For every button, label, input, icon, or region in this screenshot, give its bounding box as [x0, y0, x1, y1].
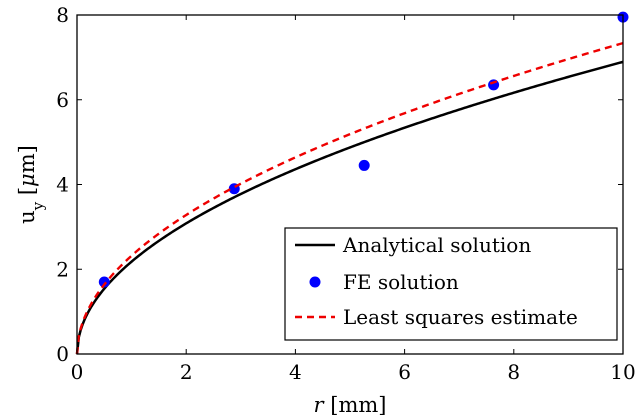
y-tick-label: 8 [56, 3, 69, 27]
x-axis-label-unit: [mm] [324, 393, 387, 417]
y-axis-label-open: [ [15, 187, 39, 202]
y-tick-label: 6 [56, 88, 69, 112]
y-axis-label-mu: μ [15, 173, 39, 187]
x-axis-label: r [mm] [314, 393, 387, 417]
legend-marker-fe [309, 276, 321, 288]
fe-point [358, 159, 370, 171]
y-axis-label-unit: m] [15, 145, 39, 173]
y-tick-label: 0 [56, 342, 69, 366]
x-tick-label: 2 [180, 360, 193, 384]
fe-point [98, 276, 110, 288]
axes-frame [76, 14, 624, 355]
x-tick-label: 6 [398, 360, 411, 384]
y-axis-label: uy [μm] [15, 145, 47, 224]
y-axis-label-symbol: u [15, 210, 39, 224]
legend: Analytical solution FE solution Least squa… [284, 227, 618, 341]
analytical-line [75, 60, 624, 355]
y-axis-label-subscript: y [29, 201, 47, 211]
legend-box [284, 227, 618, 341]
legend-label: FE solution [343, 270, 459, 294]
fe-point [488, 79, 500, 91]
y-tick-label: 2 [56, 257, 69, 281]
least-squares-line [75, 41, 624, 355]
y-tick-label: 4 [56, 173, 69, 197]
legend-label: Least squares estimate [343, 305, 578, 329]
x-tick-label: 0 [71, 360, 84, 384]
x-axis-label-symbol: r [314, 393, 326, 417]
x-tick-label: 10 [610, 360, 635, 384]
legend-label: Analytical solution [342, 233, 531, 257]
x-tick-label: 4 [289, 360, 302, 384]
x-tick-label: 8 [507, 360, 520, 384]
tick-labels: 0 2 4 6 8 10 0 2 4 6 8 [56, 3, 635, 384]
